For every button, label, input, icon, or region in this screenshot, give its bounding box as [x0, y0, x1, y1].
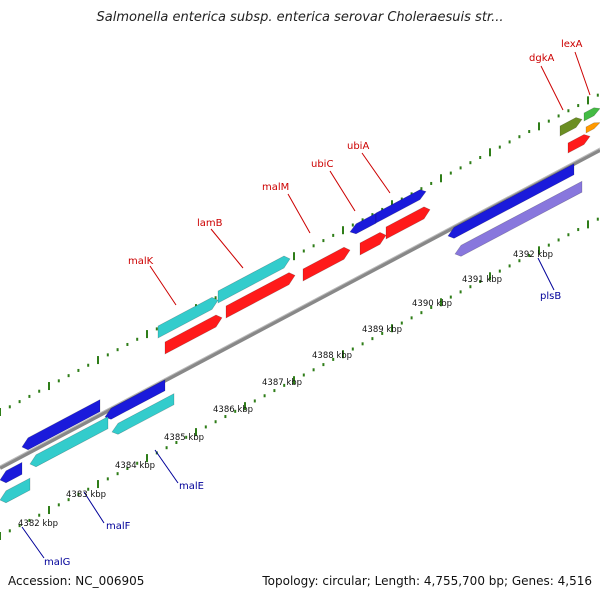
genome-backbone — [0, 147, 600, 470]
gene-label-malG: malG — [44, 557, 70, 568]
gene-blue-feature — [447, 163, 575, 239]
label-leader-lines — [21, 51, 591, 559]
tick-label: 4385 kbp — [164, 433, 204, 443]
leader-plsB — [537, 257, 555, 291]
inner-tick-track — [0, 217, 599, 540]
gene-label-lexA: lexA — [561, 39, 583, 50]
gene-label-plsB: plsB — [540, 291, 561, 302]
gene-label-malK: malK — [128, 256, 154, 267]
tick-labels: 4382 kbp 4383 kbp 4384 kbp 4385 kbp 4386… — [18, 250, 553, 529]
gene-features — [0, 107, 600, 504]
gene-labels: malK lamB malM ubiC ubiA dgkA lexA malG … — [44, 39, 583, 568]
leader-malM — [287, 193, 311, 234]
leader-malK — [149, 265, 177, 306]
gene-malE-feature — [111, 393, 175, 435]
tick-label: 4383 kbp — [66, 490, 106, 500]
cyan-feature — [0, 477, 31, 504]
gene-malF-feature — [29, 416, 109, 468]
red-feature — [225, 272, 296, 319]
leader-malF — [83, 491, 105, 524]
gene-ubiC-feature — [349, 212, 377, 235]
tick-label: 4384 kbp — [115, 461, 155, 471]
tick-label: 4382 kbp — [18, 519, 58, 529]
genome-title: Salmonella enterica subsp. enterica sero… — [96, 10, 504, 25]
gene-malG-feature — [0, 461, 23, 484]
red-feature — [164, 314, 223, 355]
gene-label-malM: malM — [262, 182, 289, 193]
gene-label-lamB: lamB — [197, 218, 223, 229]
gene-plsB-feature — [454, 180, 583, 257]
gene-label-ubiC: ubiC — [311, 159, 333, 170]
tick-label: 4391 kbp — [462, 275, 502, 285]
leader-dgkA — [540, 65, 564, 111]
tick-label: 4387 kbp — [262, 378, 302, 388]
gene-label-dgkA: dgkA — [529, 53, 554, 64]
leader-ubiC — [329, 170, 356, 212]
leader-malG — [21, 526, 45, 559]
orange-feature — [585, 122, 600, 134]
red-feature — [385, 206, 431, 240]
leader-lamB — [210, 228, 244, 269]
gene-malM-feature — [302, 246, 351, 282]
gene-label-ubiA: ubiA — [347, 141, 369, 152]
red-feature — [359, 232, 387, 256]
gene-label-malE: malE — [179, 481, 204, 492]
red-feature — [567, 134, 591, 154]
tick-label: 4390 kbp — [412, 299, 452, 309]
tick-label: 4389 kbp — [362, 325, 402, 335]
backbone-highlight — [0, 147, 600, 467]
gene-lamB-feature — [217, 255, 291, 304]
gene-label-malF: malF — [106, 521, 131, 532]
outer-tick-track — [0, 93, 599, 416]
tick-label: 4388 kbp — [312, 351, 352, 361]
tick-label: 4392 kbp — [513, 250, 553, 260]
accession-text: Accession: NC_006905 — [8, 574, 145, 588]
blue-feature — [104, 379, 166, 420]
leader-lexA — [574, 51, 591, 96]
gene-dgkA-feature — [559, 117, 583, 137]
gene-lexA-feature — [583, 107, 600, 122]
leader-ubiA — [361, 152, 391, 194]
tick-label: 4386 kbp — [213, 405, 253, 415]
leader-malE — [154, 449, 179, 484]
topology-summary: Topology: circular; Length: 4,755,700 bp… — [262, 574, 592, 588]
blue-feature — [21, 399, 101, 451]
gene-ubiA-feature — [375, 189, 427, 224]
gene-malK-feature — [157, 297, 219, 339]
